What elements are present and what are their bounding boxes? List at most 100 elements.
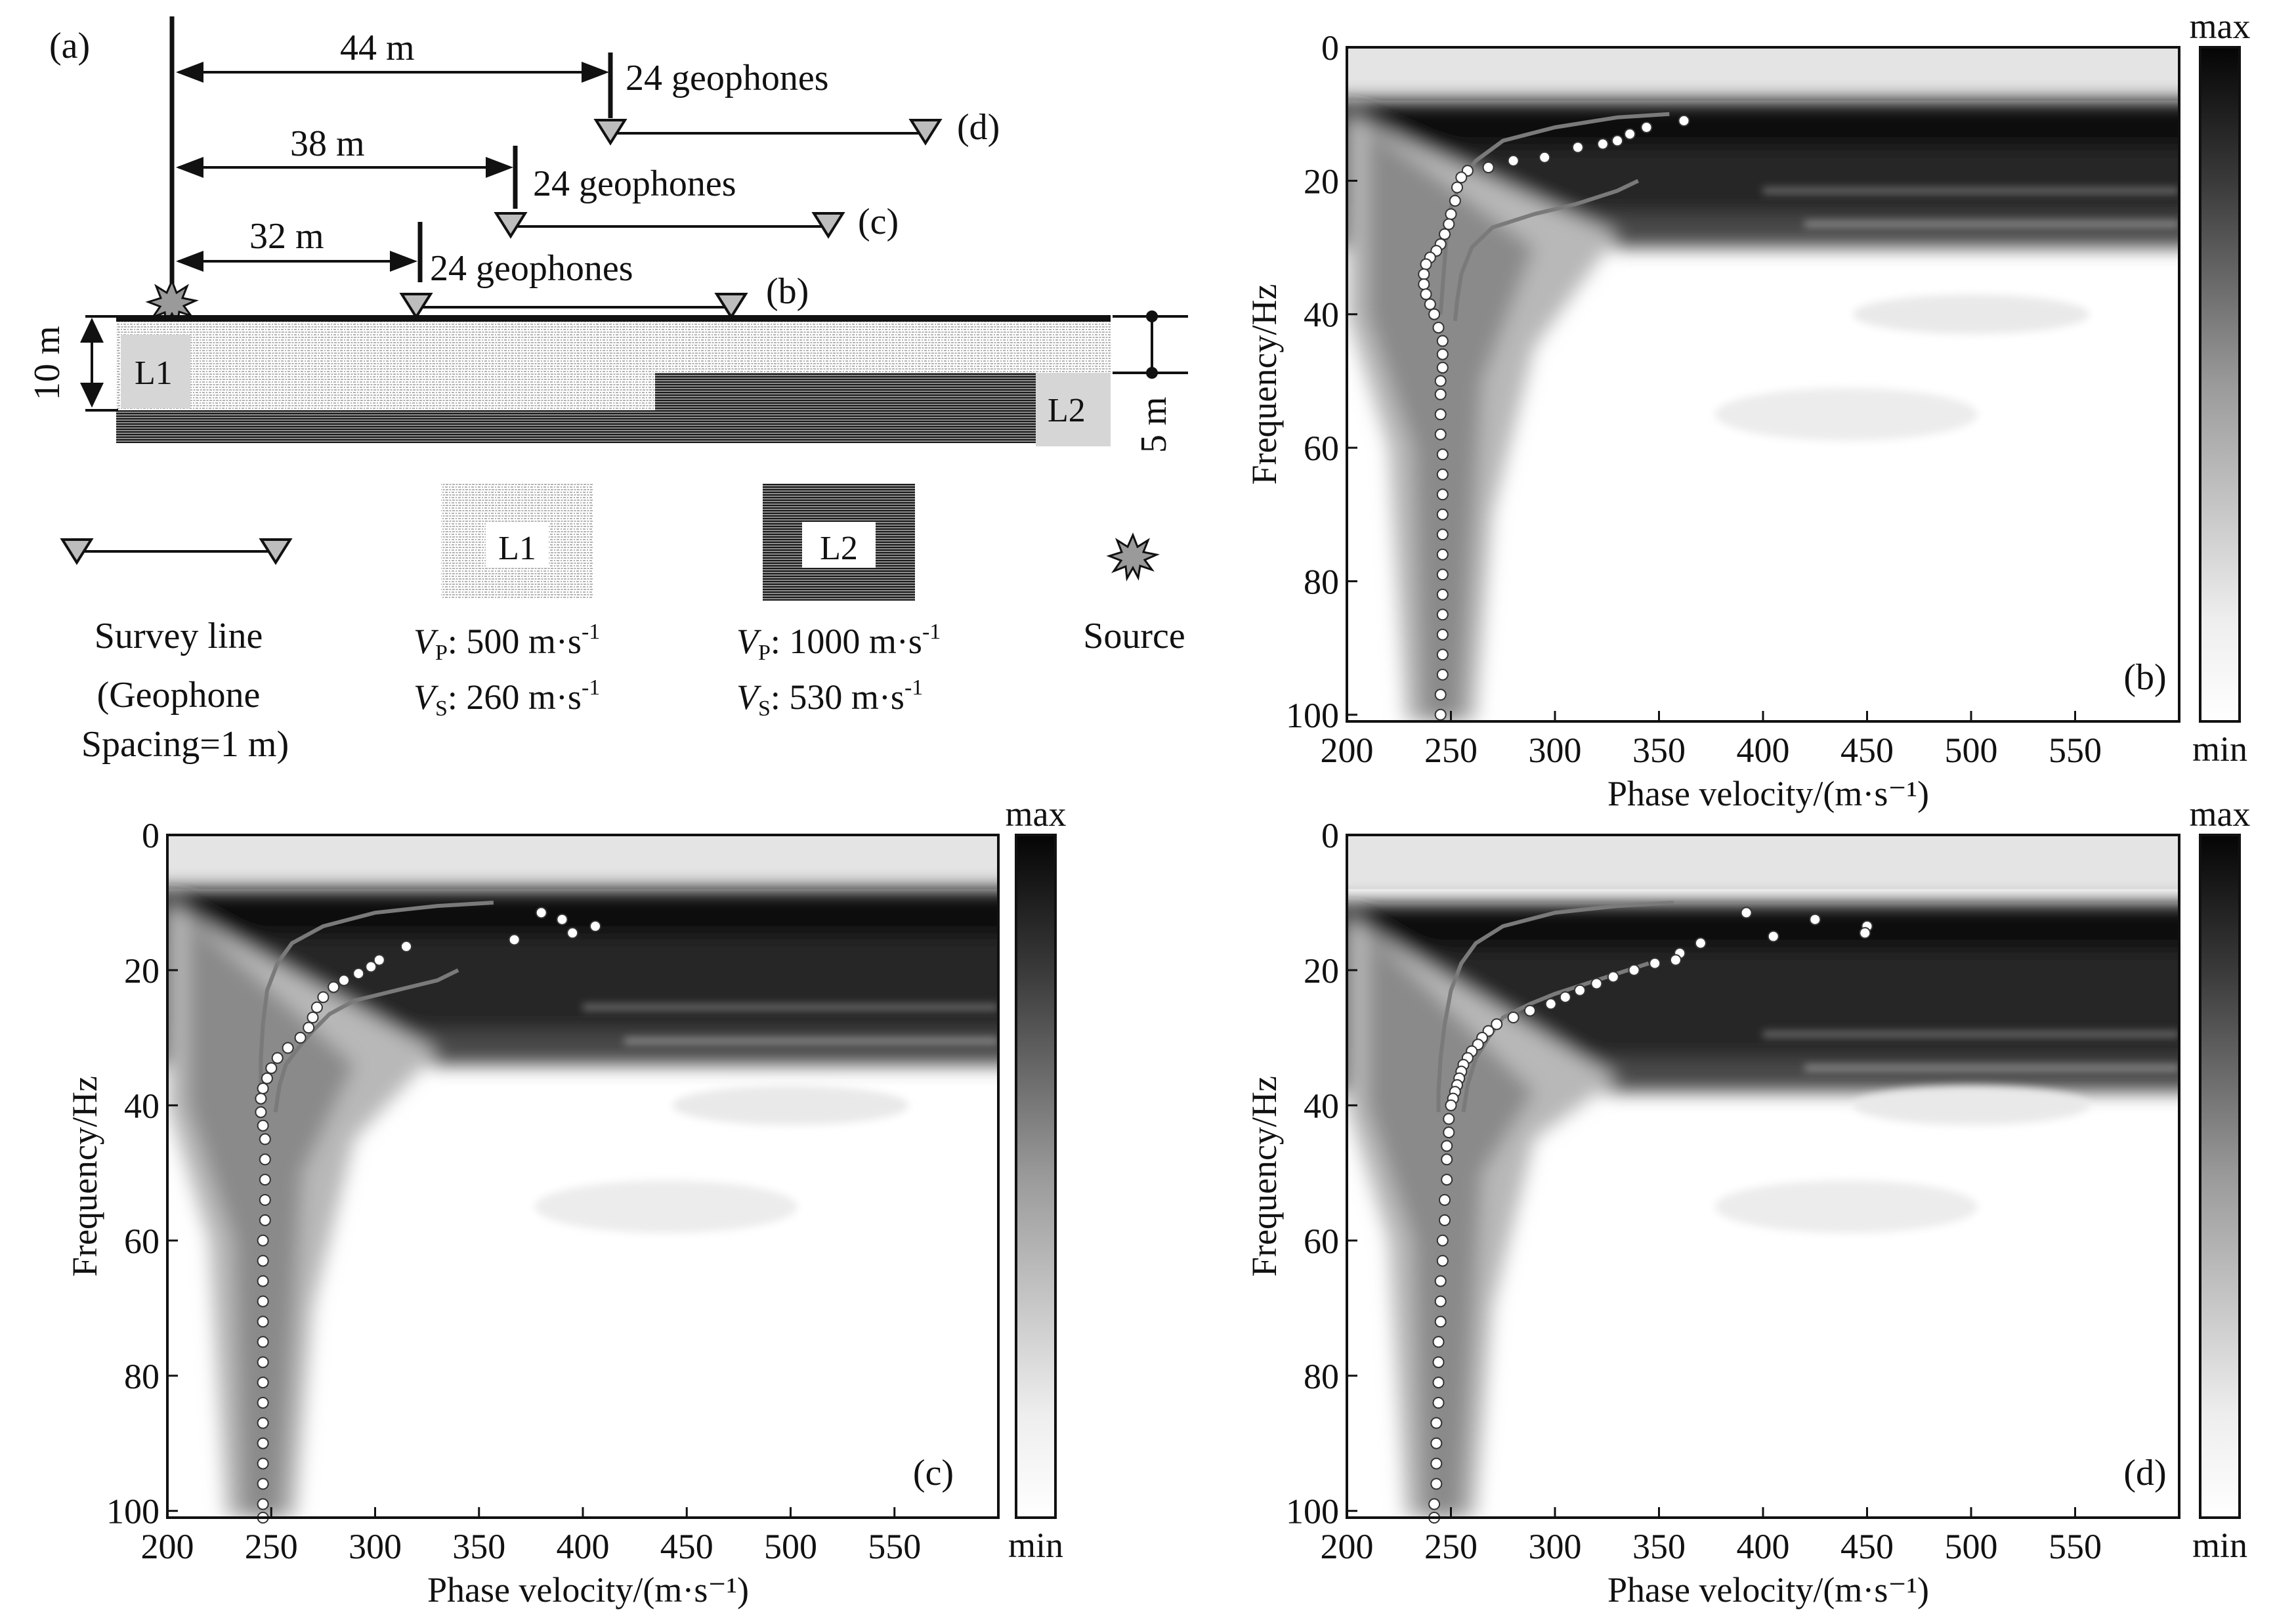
reference-curve-fundamental — [1436, 901, 1674, 1113]
legend-l1-vs: VS: 260 m·s-1 — [414, 675, 600, 721]
y-tick-label: 100 — [106, 1492, 159, 1531]
picked-point — [1430, 1478, 1443, 1490]
picked-point — [1596, 138, 1609, 150]
legend-l1-swatch-label: L1 — [498, 530, 536, 567]
picked-point — [1482, 161, 1495, 173]
y-tick-label: 20 — [1304, 161, 1339, 201]
colorbar — [2199, 46, 2241, 723]
picked-point — [1436, 588, 1449, 601]
picked-point — [508, 933, 521, 946]
picked-point — [1439, 1194, 1451, 1206]
legend-l1-swatch-label-box — [486, 522, 549, 568]
legend-survey-line-text-3: Spacing=1 m) — [81, 724, 289, 765]
colorbar-min-label: min — [2192, 729, 2247, 769]
picked-point — [1436, 448, 1449, 461]
picked-point — [1432, 1336, 1445, 1348]
distance-arrow-44 — [176, 62, 609, 83]
picked-point — [259, 1194, 271, 1206]
energy-streaks — [1714, 1031, 2179, 1233]
picked-point — [352, 968, 365, 980]
schematic-panel: (a) 44 m 24 geophones 38 m 24 geophones … — [27, 16, 1188, 765]
energy-streak — [1804, 1065, 2179, 1072]
picked-point — [1678, 114, 1690, 127]
picked-point — [303, 1021, 315, 1034]
y-tick-label: 40 — [124, 1086, 159, 1126]
x-tick-label: 350 — [452, 1527, 505, 1566]
picked-point — [1694, 937, 1707, 949]
panel-label: (c) — [913, 1453, 954, 1493]
geophones-label-d: 24 geophones — [626, 58, 829, 98]
survey-line-c — [494, 212, 845, 239]
picked-point — [257, 1315, 269, 1328]
legend-l1-vp: VP: 500 m·s-1 — [414, 620, 600, 665]
picked-point — [1430, 1437, 1443, 1449]
colorbar-max-label: max — [2190, 794, 2251, 834]
picked-point — [1491, 1018, 1503, 1031]
energy-band-core — [1347, 100, 2179, 154]
x-tick-label: 500 — [764, 1527, 817, 1566]
dispersion-image — [1347, 835, 2179, 1518]
energy-blob — [672, 1085, 909, 1125]
x-tick-label: 450 — [660, 1527, 713, 1566]
depth-label-5m: 5 m — [1134, 396, 1174, 453]
survey-line-tag-d: (d) — [957, 107, 1000, 148]
picked-point — [1436, 488, 1449, 501]
picked-point — [255, 1092, 267, 1105]
picked-point — [257, 1437, 269, 1449]
y-axis-label: Frequency/Hz — [65, 1076, 104, 1277]
x-tick-label: 350 — [1632, 1527, 1686, 1566]
x-tick-label: 550 — [2049, 1527, 2102, 1566]
picked-point — [257, 1417, 269, 1429]
reference-curve-higher — [1461, 961, 1649, 1113]
picked-point — [1436, 568, 1449, 581]
picked-point — [1434, 388, 1447, 400]
x-tick-label: 400 — [557, 1527, 610, 1566]
y-tick-label: 40 — [1304, 295, 1339, 335]
picked-point — [1434, 689, 1447, 701]
picked-point — [257, 1457, 269, 1470]
picked-point — [1455, 171, 1468, 184]
chart-panel-c: 200 250 300 350 400 450 500 550 0 20 40 60 80 100 Phas… — [65, 794, 1066, 1610]
picked-point — [1524, 1004, 1536, 1017]
y-tick-label: 0 — [1321, 816, 1339, 855]
y-tick-label: 40 — [1304, 1086, 1339, 1126]
picked-point — [1443, 218, 1455, 230]
picked-point — [1434, 408, 1447, 421]
picked-point — [1669, 954, 1682, 966]
layer-l2-tag-box — [1036, 373, 1111, 446]
picked-point — [271, 1052, 284, 1064]
picked-point — [1434, 375, 1447, 387]
picked-point — [1767, 930, 1779, 943]
y-tick-label: 60 — [1304, 1222, 1339, 1261]
picked-point — [1420, 288, 1432, 301]
picked-point — [1441, 1140, 1453, 1152]
chart-panel-d: 200 250 300 350 400 450 500 550 0 20 40 60 80 100 Phas… — [1244, 794, 2250, 1610]
picked-point — [1436, 1254, 1449, 1267]
picked-point — [338, 974, 350, 987]
energy-wedge-inner — [188, 916, 354, 1518]
picked-point — [1436, 468, 1449, 481]
survey-line-tag-c: (c) — [858, 202, 899, 242]
layer-l1-tag: L1 — [135, 354, 173, 392]
distance-label-32: 32 m — [249, 216, 324, 257]
picked-point — [1420, 258, 1432, 270]
picked-point — [1430, 1457, 1443, 1470]
heatmap-panels: 200 250 300 350 400 450 500 550020406080100Phas… — [65, 7, 2250, 1610]
picked-point — [307, 1012, 319, 1023]
energy-blob — [534, 1180, 797, 1233]
x-tick-label: 200 — [1321, 1527, 1374, 1566]
energy-blob — [1714, 388, 1978, 441]
x-tick-label: 300 — [349, 1527, 402, 1566]
picked-point — [282, 1042, 294, 1054]
picked-point — [1434, 428, 1447, 440]
picked-point — [1441, 1153, 1453, 1166]
reference-curve-higher — [1453, 179, 1640, 322]
picked-point — [1559, 991, 1571, 1004]
geophones-label-b: 24 geophones — [430, 248, 633, 289]
x-tick-label: 250 — [1424, 731, 1478, 770]
picked-point — [1436, 628, 1449, 641]
picked-point — [261, 1072, 273, 1084]
picked-point — [1418, 268, 1430, 280]
x-axis-label: Phase velocity/(m·s⁻¹) — [427, 1570, 749, 1610]
layer-l2-tag: L2 — [1048, 392, 1086, 429]
